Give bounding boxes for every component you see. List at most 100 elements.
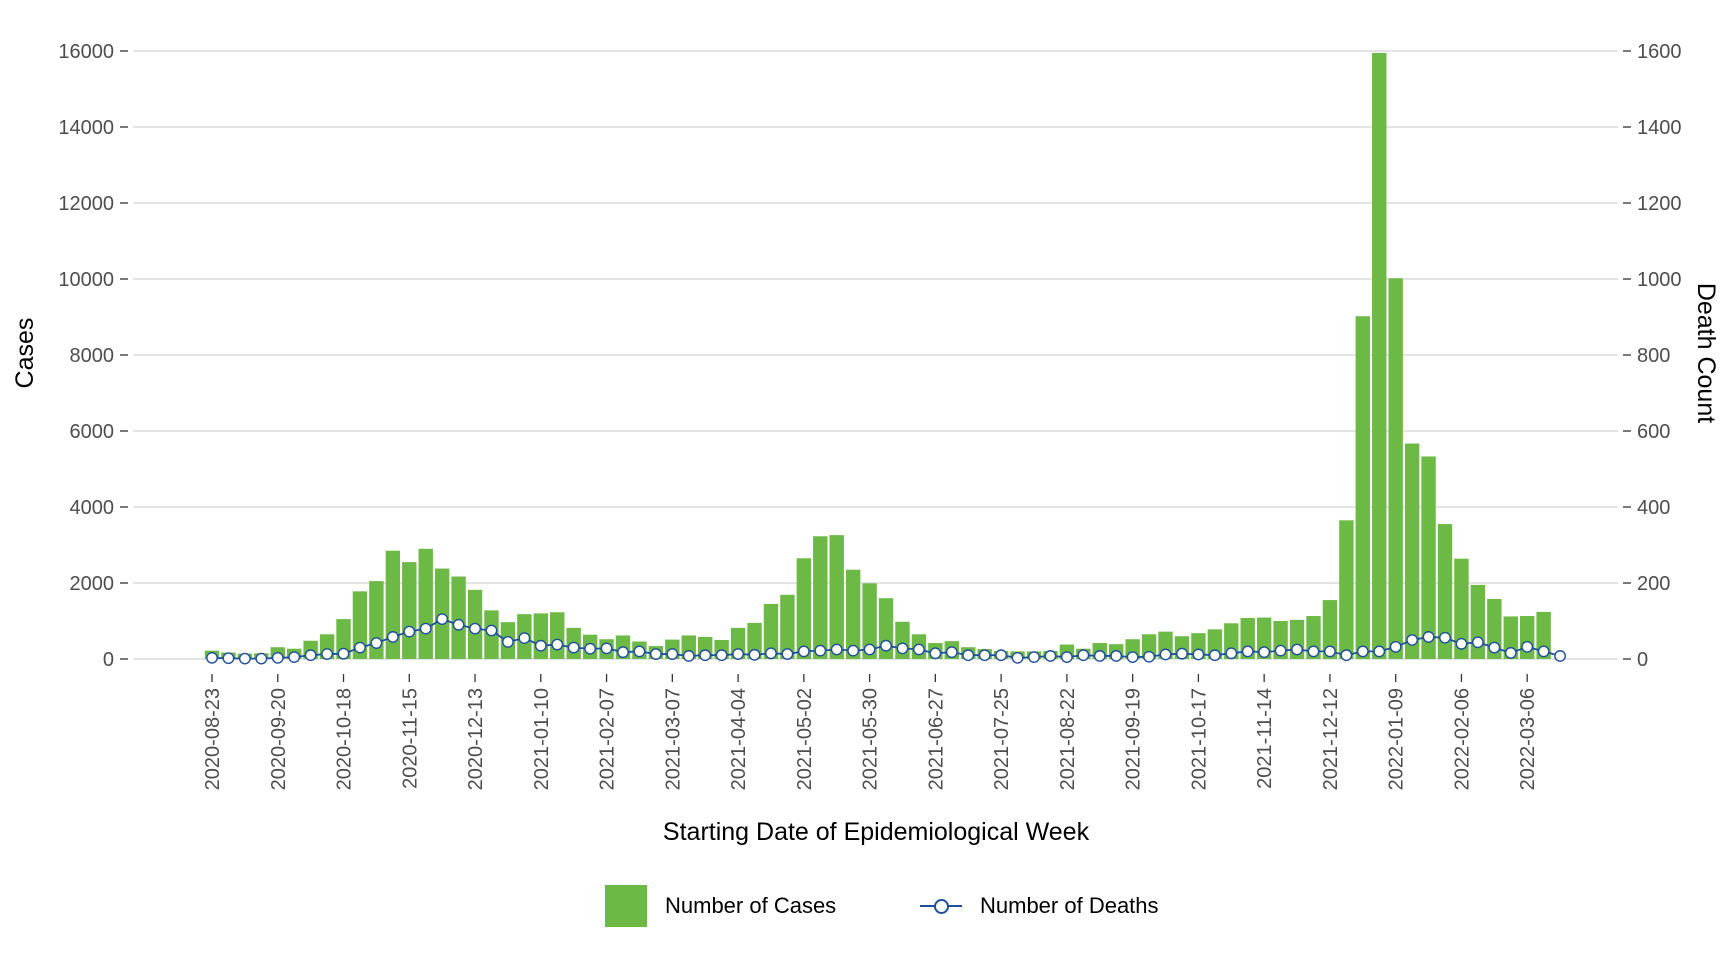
bar — [550, 612, 565, 659]
case-bars — [204, 52, 1551, 659]
bar — [1421, 456, 1436, 659]
death-point — [206, 651, 218, 664]
death-point — [1274, 644, 1287, 657]
death-point — [633, 645, 646, 658]
death-point — [814, 644, 827, 657]
y2-tick-label: 200 — [1637, 573, 1670, 595]
bar — [352, 591, 368, 659]
y2-tick-label: 400 — [1637, 497, 1670, 519]
bar — [533, 613, 548, 659]
death-point — [354, 641, 366, 654]
death-point — [238, 652, 251, 665]
x-axis-title: Starting Date of Epidemiological Week — [663, 818, 1090, 846]
y2-tick-label: 1200 — [1637, 193, 1682, 215]
death-point — [1044, 650, 1057, 662]
x-tick-label: 2020-12-13 — [465, 688, 487, 790]
death-point — [1521, 640, 1534, 653]
bar — [451, 576, 466, 659]
death-point — [1356, 645, 1369, 658]
death-point — [502, 636, 514, 648]
x-tick-label: 2021-04-04 — [728, 688, 750, 790]
x-tick-label: 2021-07-25 — [991, 688, 1013, 790]
death-point — [913, 643, 925, 656]
death-point — [222, 652, 235, 665]
death-point — [1389, 640, 1402, 653]
death-point — [945, 646, 958, 659]
death-point — [699, 649, 712, 662]
y-tick-label: 12000 — [58, 193, 114, 215]
legend-label-deaths: Number of Deaths — [980, 893, 1159, 918]
death-point — [1439, 631, 1451, 644]
x-tick-label: 2021-11-14 — [1254, 688, 1276, 789]
y2-axis-title: Death Count — [1692, 283, 1720, 423]
death-point — [469, 622, 481, 635]
x-tick-label: 2020-08-23 — [202, 688, 224, 790]
left-y-axis: 0 2000 4000 6000 8000 10000 12000 14000 16000 — [58, 41, 128, 671]
death-point — [1159, 648, 1172, 661]
death-point — [1110, 650, 1123, 662]
death-point — [649, 648, 662, 660]
death-point — [436, 613, 449, 625]
death-point — [551, 638, 564, 651]
y-axis-title: Cases — [11, 318, 39, 389]
x-tick-label: 2021-12-12 — [1320, 688, 1342, 790]
death-point — [1554, 650, 1566, 662]
x-tick-label: 2022-01-09 — [1386, 688, 1408, 790]
legend-swatch-deaths — [920, 885, 962, 927]
bar — [402, 562, 417, 659]
death-point — [452, 618, 465, 631]
death-point — [748, 648, 761, 661]
y-tick-label: 8000 — [70, 345, 115, 367]
legend: Number of Cases Number of Deaths — [0, 884, 1728, 944]
y2-tick-label: 1000 — [1637, 269, 1682, 291]
x-tick-label: 2021-08-22 — [1057, 688, 1079, 790]
right-y-axis: 0 200 400 600 800 1000 1200 1400 1600 — [1623, 41, 1682, 671]
death-point — [600, 642, 613, 655]
bar — [763, 603, 779, 659]
y2-tick-label: 600 — [1637, 421, 1670, 443]
bar — [1355, 316, 1370, 659]
death-point — [1011, 651, 1024, 664]
y-tick-label: 14000 — [58, 117, 114, 139]
x-tick-label: 2021-05-02 — [794, 688, 816, 790]
death-point — [978, 649, 991, 662]
x-tick-label: 2021-02-07 — [597, 688, 619, 790]
death-point — [1126, 651, 1139, 663]
bar — [1404, 443, 1420, 659]
bar — [845, 569, 861, 659]
x-tick-label: 2020-09-20 — [268, 688, 290, 790]
death-point — [863, 643, 876, 656]
x-tick-label: 2021-09-19 — [1123, 688, 1145, 790]
bar — [1454, 558, 1469, 659]
bar — [418, 548, 433, 659]
x-tick-label: 2022-03-06 — [1517, 688, 1539, 790]
death-point — [255, 652, 268, 665]
death-point — [534, 639, 547, 652]
y-tick-label: 0 — [103, 649, 114, 671]
x-tick-label: 2021-05-30 — [860, 688, 882, 790]
bar — [780, 594, 795, 659]
death-point — [485, 624, 498, 637]
death-point — [617, 646, 629, 659]
bar — [1437, 524, 1453, 659]
death-point — [518, 632, 531, 644]
death-point — [1208, 649, 1221, 662]
death-point — [370, 637, 383, 649]
death-point — [1504, 647, 1517, 659]
death-point — [584, 642, 597, 655]
death-point — [1406, 634, 1419, 646]
death-point — [1077, 649, 1090, 662]
y-tick-label: 10000 — [58, 269, 114, 291]
death-point — [386, 631, 399, 643]
death-point — [271, 651, 284, 664]
death-point — [797, 645, 810, 658]
death-point — [732, 648, 744, 660]
death-point — [1471, 636, 1484, 649]
bar — [385, 550, 401, 659]
death-point — [847, 644, 860, 657]
bar — [1388, 278, 1403, 659]
death-point — [403, 625, 416, 638]
death-point — [1340, 649, 1353, 662]
